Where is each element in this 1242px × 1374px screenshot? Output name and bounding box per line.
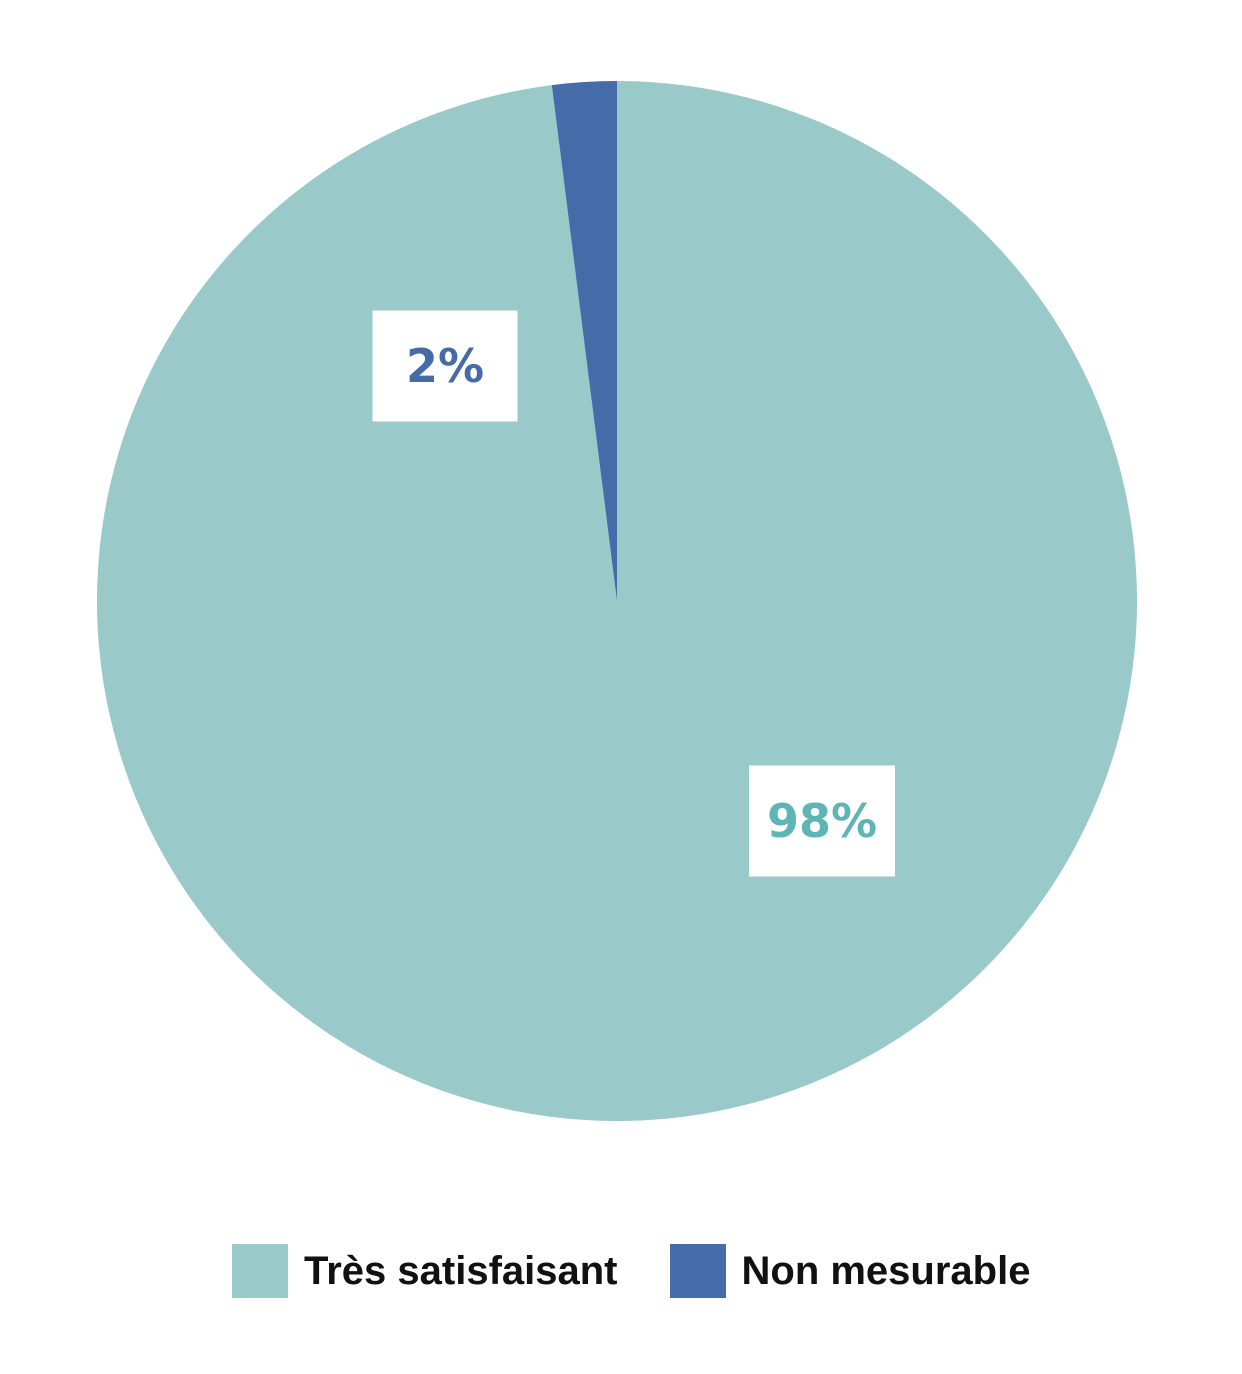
legend-item-non-mesurable: Non mesurable bbox=[669, 1244, 1031, 1298]
legend: Très satisfaisant Non mesurable bbox=[232, 1244, 1082, 1298]
legend-label-non-mesurable: Non mesurable bbox=[741, 1248, 1031, 1293]
legend-swatch-non-mesurable bbox=[669, 1244, 726, 1298]
data-label-box bbox=[372, 310, 518, 422]
pie-data-labels: 2% 98% bbox=[372, 310, 895, 877]
legend-swatch-tres-satisfaisant bbox=[232, 1244, 288, 1298]
data-label-box bbox=[749, 765, 895, 877]
legend-item-tres-satisfaisant: Très satisfaisant bbox=[232, 1244, 618, 1298]
data-label-tr-s-satisfaisant: 98% bbox=[749, 765, 895, 877]
pie-slices bbox=[97, 81, 1137, 1121]
legend-label-tres-satisfaisant: Très satisfaisant bbox=[304, 1248, 618, 1293]
data-label-text: 98% bbox=[767, 794, 877, 848]
data-label-text: 2% bbox=[406, 339, 484, 393]
pie-slice-non-mesurable bbox=[551, 81, 617, 601]
data-label-non-mesurable: 2% bbox=[372, 310, 518, 422]
